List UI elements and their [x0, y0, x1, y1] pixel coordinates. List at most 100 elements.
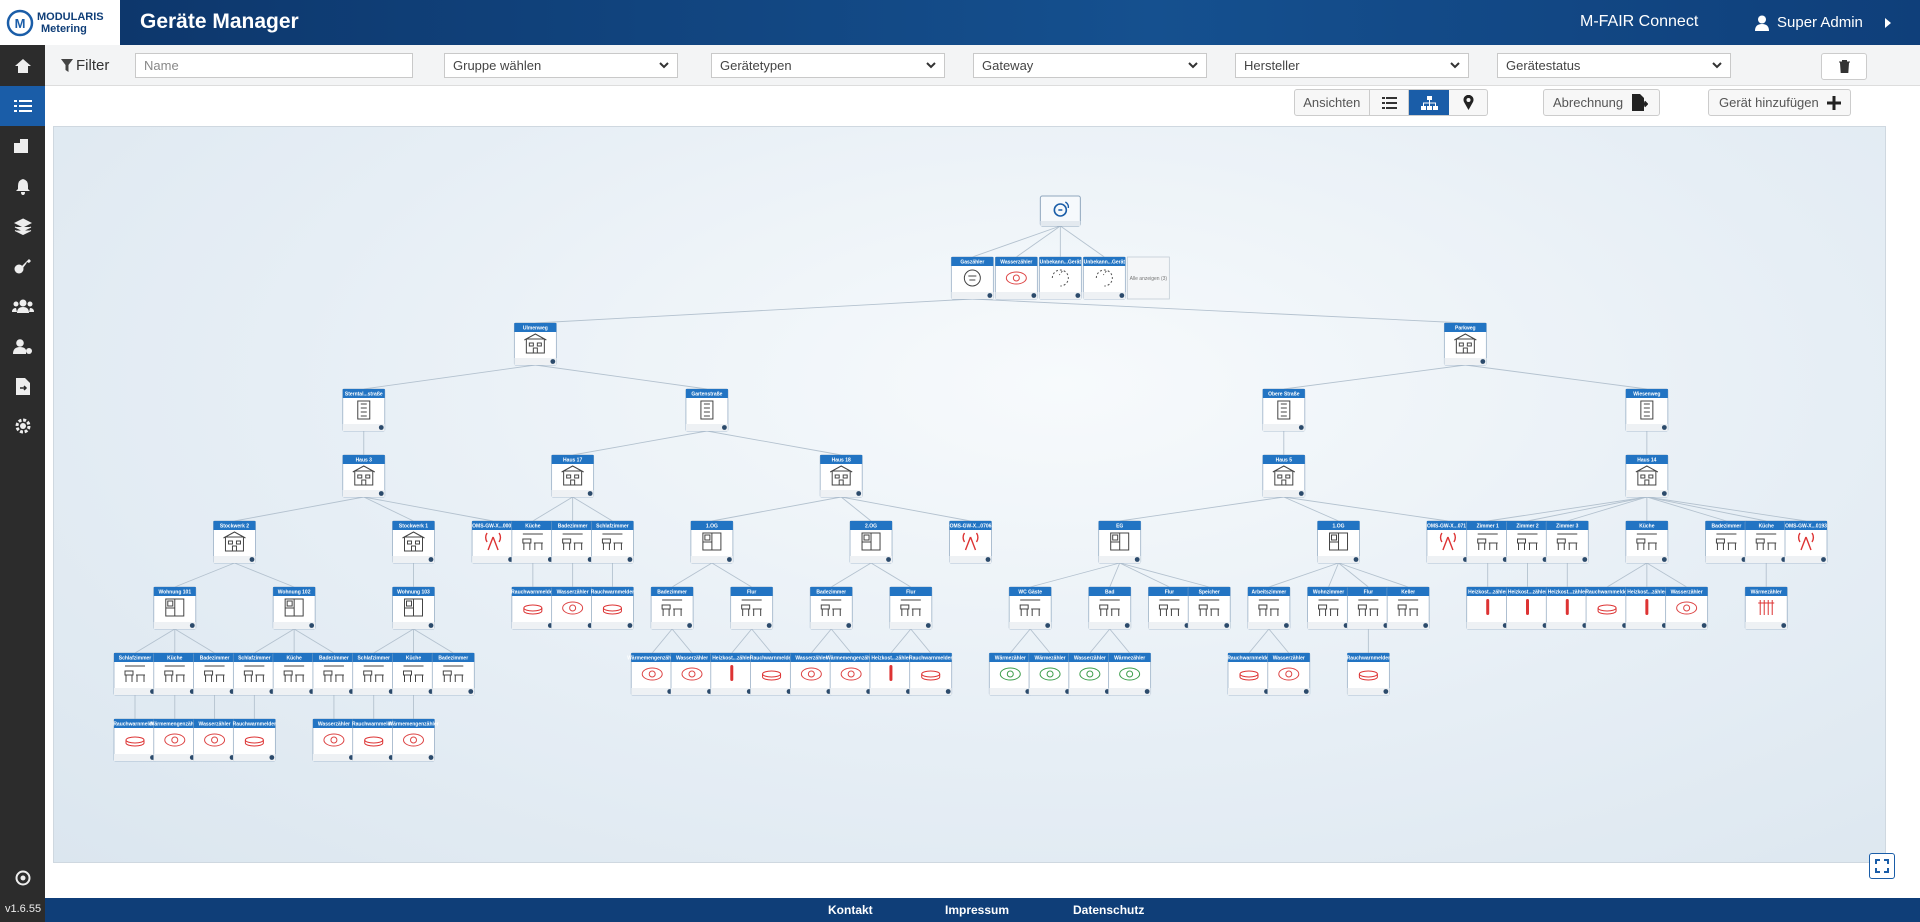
- tree-node[interactable]: Badezimmer: [1705, 520, 1748, 564]
- tree-node[interactable]: Wärmezähler: [1108, 652, 1152, 696]
- tree-node[interactable]: Zimmer 1: [1466, 520, 1510, 564]
- tree-node[interactable]: Wasserzähler: [193, 718, 236, 762]
- tree-node[interactable]: Obere Straße: [1262, 388, 1306, 432]
- tree-node[interactable]: EG: [1098, 520, 1142, 564]
- nav-export[interactable]: [0, 366, 45, 406]
- tree-node[interactable]: Küche: [272, 652, 316, 696]
- tree-node[interactable]: Flur: [889, 586, 933, 630]
- tree-node[interactable]: Wasserzähler: [1068, 652, 1112, 696]
- tree-node[interactable]: OMS-GW-X...0706: [949, 520, 992, 564]
- add-device-button[interactable]: Gerät hinzufügen: [1708, 89, 1851, 116]
- tree-node[interactable]: Wärmemengenzähler: [826, 652, 876, 696]
- nav-alarms[interactable]: [0, 166, 45, 206]
- tree-node[interactable]: OMS-GW-X...0193: [1784, 520, 1828, 564]
- tree-node[interactable]: Arbeitszimmer: [1247, 586, 1291, 630]
- tree-node[interactable]: Flur: [1346, 586, 1390, 630]
- tree-node[interactable]: Flur: [1148, 586, 1191, 630]
- tree-node[interactable]: Rauchwarnmelder: [909, 652, 952, 696]
- filter-select[interactable]: Gerätestatus: [1497, 53, 1731, 78]
- tree-node[interactable]: Haus 5: [1262, 454, 1306, 498]
- tree-node[interactable]: Wohnzimmer: [1307, 586, 1350, 630]
- tree-node[interactable]: Badezimmer: [312, 652, 356, 696]
- tree-node[interactable]: Wärmemengenzähler: [627, 652, 677, 696]
- tree-node[interactable]: Küche: [153, 652, 197, 696]
- tree-node[interactable]: Wohnung 102: [272, 586, 316, 630]
- clear-filter[interactable]: [1821, 53, 1867, 80]
- tree-node[interactable]: Wärmezähler: [988, 652, 1032, 696]
- tree-node[interactable]: Küche: [511, 520, 555, 564]
- tree-node[interactable]: Heizkost...zähler: [1545, 586, 1589, 630]
- tree-node[interactable]: Stockwerk 1: [392, 520, 435, 564]
- tree-node[interactable]: Wärmemengenzähler: [388, 718, 439, 762]
- tree-node[interactable]: Gartenstraße: [685, 388, 729, 432]
- tree-node[interactable]: Wiesenweg: [1625, 388, 1669, 432]
- tree-node[interactable]: Speicher: [1187, 586, 1231, 630]
- tree-node[interactable]: 2.OG: [849, 520, 893, 564]
- nav-devices[interactable]: [0, 86, 45, 126]
- filter-select[interactable]: Gruppe wählen: [444, 53, 678, 78]
- tree-node[interactable]: Rauchwarnmelder: [1227, 652, 1271, 696]
- tree-node[interactable]: Stockwerk 2: [213, 520, 256, 564]
- tree-node[interactable]: Küche: [1625, 520, 1669, 564]
- tree-node[interactable]: OMS-GW-X...0717: [1426, 520, 1470, 564]
- tree-node[interactable]: Badezimmer: [193, 652, 236, 696]
- map-view[interactable]: [1449, 90, 1487, 115]
- tree-node[interactable]: Schlafzimmer: [591, 520, 634, 564]
- tree-node[interactable]: Wasserzähler: [670, 652, 714, 696]
- tree-node[interactable]: Wasserzähler: [994, 256, 1038, 300]
- tree-node[interactable]: Gaszähler: [950, 256, 994, 300]
- tree-node[interactable]: Wärmezähler: [1028, 652, 1072, 696]
- tree-node[interactable]: Rauchwarnmelder: [591, 586, 634, 630]
- tree-node[interactable]: Heizkost...zähler: [710, 652, 754, 696]
- tree-node[interactable]: Heizkost...zähler: [1466, 586, 1510, 630]
- tree-node[interactable]: Haus 14: [1625, 454, 1669, 498]
- tree-node[interactable]: OMS-GW-X...0002: [471, 520, 515, 564]
- nav-support[interactable]: [0, 858, 45, 898]
- billing-button[interactable]: Abrechnung: [1543, 89, 1660, 116]
- tree-node[interactable]: 1.OG: [1317, 520, 1360, 564]
- footer-link[interactable]: Kontakt: [828, 903, 873, 917]
- tree-node[interactable]: Rauchwarnmelder: [233, 718, 276, 762]
- tree-node[interactable]: Bad: [1088, 586, 1132, 630]
- tree-node[interactable]: Rauchwarnmelder: [511, 586, 555, 630]
- tree-node[interactable]: Badezimmer: [650, 586, 694, 630]
- tree-node[interactable]: Rauchwarnmelder: [750, 652, 793, 696]
- list-view[interactable]: [1370, 90, 1410, 115]
- tree-node[interactable]: Küche: [392, 652, 435, 696]
- tree-node[interactable]: Heizkost...zähler: [1625, 586, 1669, 630]
- tree-node[interactable]: Zimmer 2: [1506, 520, 1549, 564]
- user-arrow[interactable]: [1884, 18, 1892, 28]
- tree-node[interactable]: Wohnung 101: [153, 586, 197, 630]
- nav-settings[interactable]: [0, 406, 45, 446]
- tree-node[interactable]: Heizkost...zähler: [869, 652, 913, 696]
- tree-node[interactable]: Badezimmer: [551, 520, 595, 564]
- tree-node[interactable]: Schlafzimmer: [113, 652, 157, 696]
- fullscreen[interactable]: [1869, 853, 1895, 879]
- tree-node[interactable]: Flur: [730, 586, 774, 630]
- nav-buildings[interactable]: [0, 126, 45, 166]
- tree-node[interactable]: Ulmenweg: [513, 322, 557, 366]
- tree-node[interactable]: WC Gäste: [1008, 586, 1052, 630]
- tree-node[interactable]: Wasserzähler: [312, 718, 356, 762]
- nav-layers[interactable]: [0, 206, 45, 246]
- tree-node[interactable]: Haus 18: [819, 454, 863, 498]
- tree-node[interactable]: Zimmer 3: [1545, 520, 1589, 564]
- tree-node[interactable]: Rauchwarnmelder: [352, 718, 395, 762]
- tree-node[interactable]: Parkweg: [1443, 322, 1487, 366]
- tree-node[interactable]: Heizkost...zähler: [1506, 586, 1549, 630]
- tree-node[interactable]: Wärmezähler: [1744, 586, 1788, 630]
- nav-keys[interactable]: [0, 246, 45, 286]
- tree-node[interactable]: Schlafzimmer: [232, 652, 276, 696]
- tree-node[interactable]: Unbekann...Gerät: [1082, 256, 1126, 300]
- footer-link[interactable]: Impressum: [945, 903, 1010, 917]
- nav-users[interactable]: [0, 286, 45, 326]
- tree-node[interactable]: Haus 3: [342, 454, 386, 498]
- tree-node[interactable]: Badezimmer: [809, 586, 853, 630]
- tree-node[interactable]: Sterntal...straße: [342, 388, 386, 432]
- tree-node[interactable]: Wasserzähler: [551, 586, 595, 630]
- brand[interactable]: M-FAIR Connect: [1580, 13, 1699, 30]
- footer-link[interactable]: Datenschutz: [1073, 903, 1145, 917]
- tree-node[interactable]: Wohnung 103: [392, 586, 435, 630]
- tree-node[interactable]: Schlafzimmer: [352, 652, 396, 696]
- show-more[interactable]: Alle anzeigen (3): [1126, 256, 1170, 300]
